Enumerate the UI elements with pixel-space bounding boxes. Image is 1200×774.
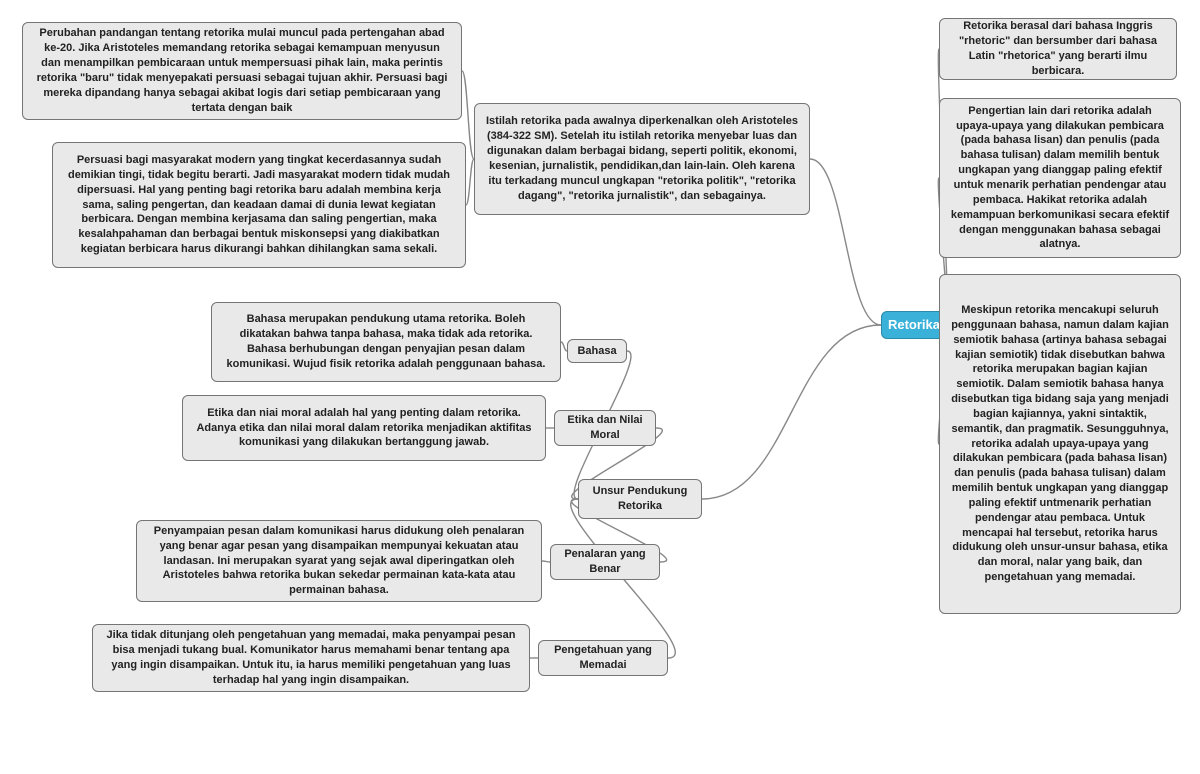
node-tag_penalaran: Penalaran yang Benar [550,544,660,580]
node-left_top_1: Perubahan pandangan tentang retorika mul… [22,22,462,120]
node-right_3: Meskipun retorika mencakupi seluruh peng… [939,274,1181,614]
node-right_1: Retorika berasal dari bahasa Inggris "rh… [939,18,1177,80]
node-right_2: Pengertian lain dari retorika adalah upa… [939,98,1181,258]
edge-root-hub_unsur [702,325,881,499]
mindmap-canvas: Retorika Retorika berasal dari bahasa Ing… [0,0,1200,774]
node-tag_etika: Etika dan Nilai Moral [554,410,656,446]
node-left_top_2: Persuasi bagi masyarakat modern yang tin… [52,142,466,268]
node-desc_bahasa: Bahasa merupakan pendukung utama retorik… [211,302,561,382]
edge-root-hub_istilah [810,159,881,325]
node-hub_istilah: Istilah retorika pada awalnya diperkenal… [474,103,810,215]
node-desc_etika: Etika dan niai moral adalah hal yang pen… [182,395,546,461]
edge-tag_penalaran-desc_penalaran [542,561,550,562]
node-desc_penalaran: Penyampaian pesan dalam komunikasi harus… [136,520,542,602]
node-tag_pengetahuan: Pengetahuan yang Memadai [538,640,668,676]
node-hub_unsur: Unsur Pendukung Retorika [578,479,702,519]
node-root: Retorika [881,311,947,339]
edge-hub_istilah-left_top_2 [466,159,474,205]
node-tag_bahasa: Bahasa [567,339,627,363]
node-desc_pengetahuan: Jika tidak ditunjang oleh pengetahuan ya… [92,624,530,692]
